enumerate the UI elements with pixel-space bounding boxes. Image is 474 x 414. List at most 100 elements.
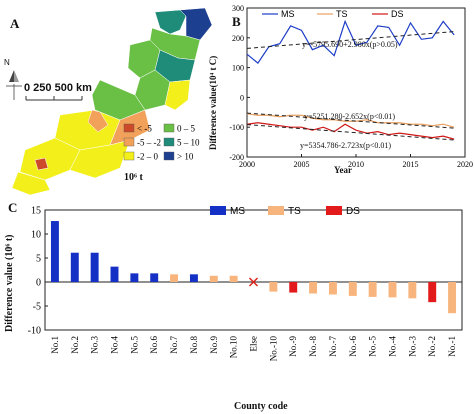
x-tick-label: No.4	[110, 336, 120, 354]
x-tick-label: No.7	[169, 336, 179, 354]
bar-No.-2	[428, 282, 437, 303]
panel-b-letter: B	[232, 14, 241, 29]
panel-c-letter: C	[8, 200, 18, 215]
bar-No.7	[170, 274, 179, 282]
series-line-ts	[246, 113, 455, 128]
legend-swatch	[163, 123, 175, 133]
y-tick-label: 0	[240, 93, 244, 102]
ms-equation: y=-5795.690+2.980x(p>0.05)	[302, 40, 398, 49]
x-tick-label: No.-2	[427, 336, 437, 357]
legend-label: TS	[336, 9, 348, 19]
legend-label: DS	[346, 206, 360, 217]
x-tick-label: No.-6	[348, 336, 358, 357]
x-tick-label: 2015	[403, 160, 419, 169]
legend-swatch	[123, 123, 135, 133]
legend-swatch	[123, 137, 135, 147]
map-legend: < -5 -5 – -2 -2 – 0 0 – 5 5 – 10 > 10	[123, 123, 200, 162]
x-tick-label: 2000	[239, 160, 255, 169]
map-region	[69, 139, 131, 179]
x-tick-label: No.-7	[328, 336, 338, 357]
x-tick-label: No.-5	[368, 336, 378, 357]
legend-label: MS	[230, 206, 245, 217]
x-tick-label: No.5	[129, 336, 139, 354]
legend-label: < -5	[137, 124, 152, 134]
y-tick-label: 10	[31, 230, 41, 241]
bar-No.1	[50, 221, 59, 282]
x-tick-label: No.-1	[447, 336, 457, 357]
bar-No.-6	[348, 282, 357, 296]
y-tick-label: -100	[229, 123, 244, 132]
bar-No.9	[209, 275, 218, 282]
y-tick-label: -200	[229, 153, 244, 162]
legend-label: DS	[391, 9, 404, 19]
x-tick-label: No.-10	[268, 336, 278, 362]
y-tick-label: 100	[232, 64, 244, 73]
y-tick-label: 0	[36, 278, 41, 289]
x-tick-label: No.10	[229, 336, 239, 359]
y-tick-label: 5	[36, 254, 41, 265]
x-tick-label: No.3	[90, 336, 100, 354]
scale-bar	[25, 96, 83, 101]
bar-No.-10	[269, 282, 278, 292]
scale-label: 0 250 500 km	[24, 82, 92, 94]
bar-No.10	[229, 275, 238, 282]
map-region	[34, 157, 49, 171]
chart-c-ylabel: Difference value (10⁶ t)	[4, 234, 15, 333]
bar-No.-1	[448, 282, 457, 314]
legend-label: -5 – -2	[137, 138, 161, 148]
bar-No.3	[90, 252, 99, 282]
x-tick-label: No.1	[50, 336, 60, 354]
legend-label: TS	[288, 206, 301, 217]
legend-label: -2 – 0	[137, 152, 158, 162]
bar-No.4	[110, 266, 119, 282]
legend-swatch	[163, 137, 175, 147]
legend-swatch	[210, 206, 226, 215]
bar-No.-7	[328, 282, 337, 295]
x-tick-label: Else	[249, 336, 259, 352]
x-tick-label: No.8	[189, 336, 199, 354]
y-tick-label: 200	[232, 34, 244, 43]
bar-No.-3	[408, 282, 417, 299]
x-tick-label: 2010	[348, 160, 364, 169]
map-region	[87, 109, 109, 133]
ds-equation: y=5354.786-2.723x(p<0.01)	[300, 141, 392, 150]
x-tick-label: 2020	[457, 160, 473, 169]
plot-frame	[44, 209, 463, 331]
map-unit-label: 10⁶ t	[124, 172, 143, 183]
legend-label: 5 – 10	[177, 138, 200, 148]
legend-swatch	[326, 206, 342, 215]
y-tick-label: 15	[31, 206, 41, 217]
bar-No.-9	[289, 282, 298, 293]
panel-a-letter: A	[10, 16, 20, 31]
x-tick-label: No.-3	[407, 336, 417, 357]
bar-No.8	[189, 274, 198, 282]
bar-No.2	[70, 252, 79, 282]
legend-label: MS	[281, 9, 295, 19]
x-tick-label: 2005	[294, 160, 310, 169]
north-label: N	[4, 58, 10, 67]
y-tick-label: 300	[232, 4, 244, 13]
legend-label: 0 – 5	[177, 124, 196, 134]
y-tick-label: -10	[28, 326, 41, 337]
chart-b-xlabel: Year	[334, 165, 352, 175]
bar-No.-4	[388, 282, 397, 298]
series-line-ds	[246, 122, 455, 140]
legend-label: > 10	[177, 152, 194, 162]
map-region	[11, 171, 51, 196]
legend-swatch	[123, 151, 135, 161]
else-marker-icon	[248, 277, 259, 287]
bar-No.-5	[368, 282, 377, 297]
x-tick-label: No.-9	[288, 336, 298, 357]
ts-equation: y=5251.280-2.652x(p<0.01)	[304, 112, 396, 121]
bar-No.-8	[309, 282, 318, 294]
legend-swatch	[268, 206, 284, 215]
y-tick-label: -5	[33, 302, 41, 313]
x-tick-label: No.-8	[308, 336, 318, 357]
chart-c-xlabel: County code	[234, 401, 288, 412]
x-tick-label: No.9	[209, 336, 219, 354]
x-tick-label: No.-4	[388, 336, 398, 357]
bar-No.5	[130, 273, 139, 282]
x-tick-label: No.2	[70, 336, 80, 354]
map-region	[164, 79, 191, 111]
